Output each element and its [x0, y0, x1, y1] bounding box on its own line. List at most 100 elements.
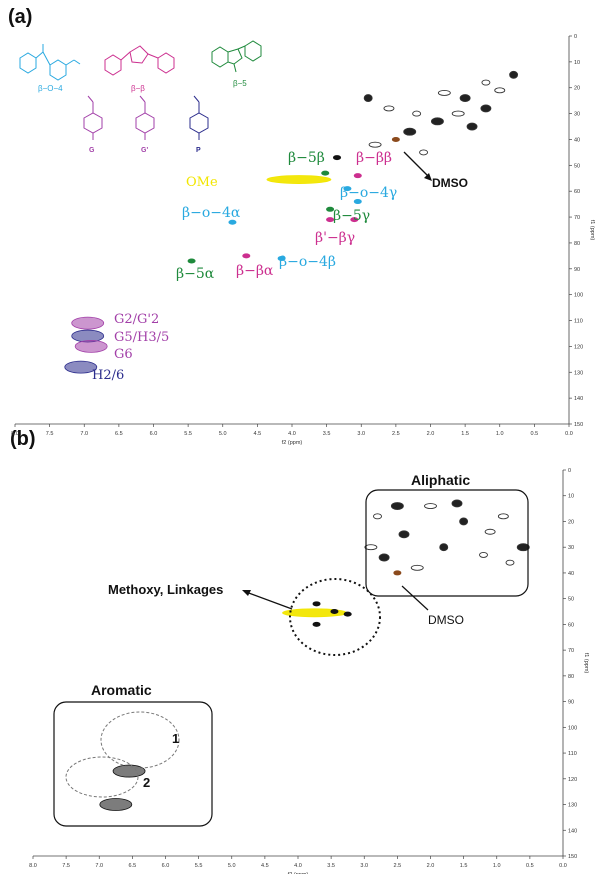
- x-tick-label-0: 0.0: [565, 431, 573, 437]
- label-g6: G6: [114, 347, 133, 362]
- ellipse-region-1: [100, 711, 180, 769]
- x-tick-label-1: 5.0: [228, 863, 236, 869]
- y-tick-label-0: 50: [574, 163, 580, 169]
- aliphatic-peak-1-6: [479, 551, 488, 558]
- peak-0-12: [187, 258, 196, 264]
- x-tick-label-0: 1.0: [496, 431, 504, 437]
- structure-b-5-label: β−5: [233, 79, 247, 88]
- peak-0-16: [74, 339, 108, 353]
- aliphatic-peak-1-10: [484, 528, 496, 535]
- x-tick-label-1: 0.0: [559, 863, 567, 869]
- structure-p-label: P: [196, 147, 201, 154]
- peak-1-6: [112, 764, 146, 778]
- x-tick-label-1: 4.0: [294, 863, 302, 869]
- y-tick-label-1: 20: [568, 519, 574, 525]
- label-bbg: β'−βγ: [315, 230, 355, 246]
- x-tick-label-1: 1.0: [493, 863, 501, 869]
- x-tick-label-1: 0.5: [526, 863, 534, 869]
- y-tick-label-1: 10: [568, 494, 574, 500]
- peak-0-17: [64, 360, 98, 374]
- structure-b-5: [211, 40, 262, 73]
- x-tick-label-1: 7.0: [95, 863, 103, 869]
- structure-g-prime-label: G': [141, 147, 148, 154]
- aliphatic-peak-0-1: [459, 94, 471, 103]
- peak-0-2: [228, 219, 237, 225]
- y-tick-label-0: 100: [574, 293, 583, 299]
- x-tick-label-0: 4.5: [254, 431, 262, 437]
- panel-b-label: (b): [10, 428, 36, 450]
- y-tick-label-0: 20: [574, 86, 580, 92]
- structure-b-b: [104, 45, 175, 76]
- y-tick-label-1: 50: [568, 597, 574, 603]
- structure-b-b-label: β−β: [131, 84, 145, 93]
- x-tick-label-0: 7.0: [80, 431, 88, 437]
- aliphatic-peak-1-5: [516, 543, 530, 552]
- y-tick-label-1: 100: [568, 725, 577, 731]
- aliphatic-peak-0-4: [494, 87, 506, 94]
- x-tick-label-0: 4.0: [288, 431, 296, 437]
- y-tick-label-1: 0: [568, 468, 571, 474]
- x-tick-label-1: 8.0: [29, 863, 37, 869]
- label-bba: β−βα: [236, 263, 274, 279]
- aliphatic-peak-0-0: [481, 79, 491, 86]
- y-tick-label-1: 120: [568, 777, 577, 783]
- arrow-dmso-b: [401, 585, 429, 611]
- label-region-2: 2: [143, 775, 150, 790]
- peak-0-6: [321, 170, 330, 176]
- ellipse-region-2: [65, 756, 139, 798]
- aliphatic-peak-1-11: [390, 502, 404, 510]
- box-aromatic: [53, 701, 213, 827]
- x-tick-label-1: 5.5: [195, 863, 203, 869]
- aliphatic-peak-1-3: [459, 517, 469, 526]
- y-tick-label-0: 110: [574, 319, 583, 325]
- label-b5a: β−5α: [176, 266, 215, 282]
- x-tick-label-0: 0.5: [531, 431, 539, 437]
- y-tick-label-1: 30: [568, 545, 574, 551]
- y-axis-label-1: f1 (ppm): [583, 653, 589, 674]
- peak-1-1: [312, 601, 321, 607]
- y-axis-label-0: f1 (ppm): [589, 220, 595, 241]
- label-g2: G2/G'2: [114, 312, 159, 327]
- y-tick-label-0: 120: [574, 344, 583, 350]
- aliphatic-peak-1-9: [439, 543, 449, 552]
- y-tick-label-1: 90: [568, 700, 574, 706]
- peak-0-7: [350, 217, 359, 223]
- y-tick-label-0: 40: [574, 137, 580, 143]
- y-tick-label-1: 40: [568, 571, 574, 577]
- peak-0-11: [242, 253, 251, 259]
- y-tick-label-0: 70: [574, 215, 580, 221]
- label-bo4a: β−o−4α: [182, 205, 241, 221]
- panel-a-label: (a): [8, 6, 33, 28]
- aliphatic-peak-1-1: [398, 530, 410, 539]
- x-tick-label-1: 3.0: [360, 863, 368, 869]
- arrow-dmso-a-head: [424, 173, 432, 181]
- label-h26: H2/6: [92, 368, 124, 383]
- aliphatic-peak-1-4: [497, 513, 509, 520]
- label-dmso-a: DMSO: [432, 176, 468, 190]
- x-tick-label-0: 6.0: [150, 431, 158, 437]
- aliphatic-peak-0-2: [437, 89, 451, 96]
- label-bo4g: β−o−4γ: [340, 185, 397, 201]
- aliphatic-peak-0-5: [430, 117, 444, 126]
- aliphatic-peak-0-3: [509, 70, 519, 79]
- structure-g-prime: [135, 95, 155, 140]
- label-b5b: β−5β: [288, 150, 325, 166]
- x-tick-label-0: 2.5: [392, 431, 400, 437]
- aliphatic-peak-0-10: [383, 105, 395, 112]
- y-tick-label-0: 90: [574, 267, 580, 273]
- aliphatic-peak-0-6: [412, 110, 422, 117]
- y-tick-label-1: 140: [568, 828, 577, 834]
- aliphatic-peak-0-8: [368, 141, 382, 148]
- arrow-methoxy: [245, 591, 293, 610]
- y-tick-label-0: 30: [574, 112, 580, 118]
- y-tick-label-0: 80: [574, 241, 580, 247]
- structure-g-label: G: [89, 147, 95, 154]
- x-tick-label-0: 5.0: [219, 431, 227, 437]
- y-tick-label-0: 140: [574, 396, 583, 402]
- x-tick-label-0: 3.0: [357, 431, 365, 437]
- arrow-methoxy-head: [242, 590, 251, 596]
- chart-a: 8.0 7.5 7.0 6.5 6.0 5.5 5.0 4.5 4.0 3.5 3.0 2.5 2.0 1…: [11, 34, 595, 446]
- peak-0-5: [326, 206, 335, 212]
- x-tick-label-1: 6.5: [129, 863, 137, 869]
- x-tick-label-1: 2.0: [427, 863, 435, 869]
